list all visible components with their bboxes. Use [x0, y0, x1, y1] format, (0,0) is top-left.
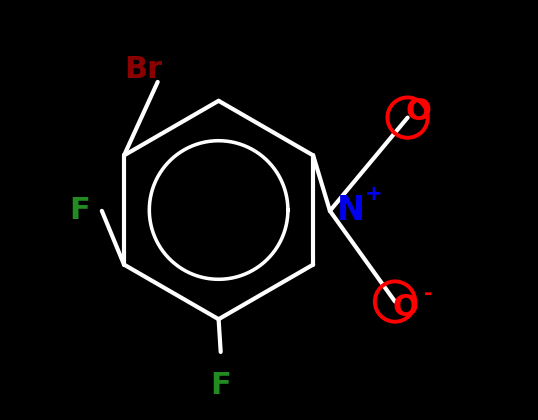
- Text: Br: Br: [124, 55, 162, 84]
- Text: F: F: [69, 196, 89, 226]
- Text: N: N: [337, 194, 365, 227]
- Text: +: +: [364, 184, 382, 204]
- Text: O: O: [393, 293, 419, 322]
- Text: O: O: [405, 97, 431, 126]
- Text: -: -: [423, 284, 432, 304]
- Text: F: F: [210, 371, 231, 400]
